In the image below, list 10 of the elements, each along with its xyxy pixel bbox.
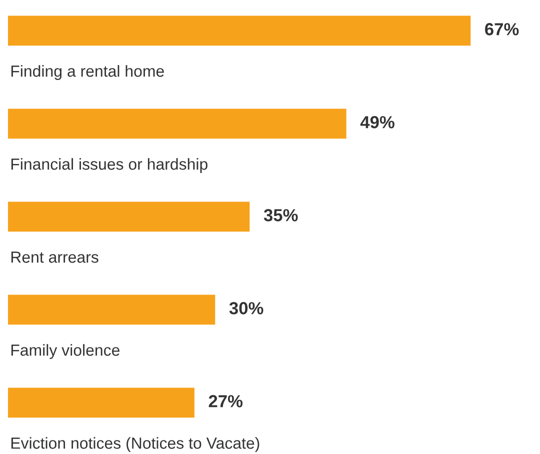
data-label: 30% (229, 302, 264, 314)
data-label: 67% (485, 23, 519, 36)
y-tick-label: Financial issues or hardship (11, 158, 208, 173)
y-tick-label: Finding a rental home (11, 65, 164, 80)
data-label: 49% (360, 116, 394, 128)
data-label: 35% (264, 209, 298, 222)
y-tick-label: Family violence (11, 344, 120, 359)
y-tick-label: Eviction notices (Notices to Vacate) (11, 437, 260, 452)
y-tick-label: Rent arrears (11, 252, 98, 263)
data-label: 27% (208, 395, 243, 408)
